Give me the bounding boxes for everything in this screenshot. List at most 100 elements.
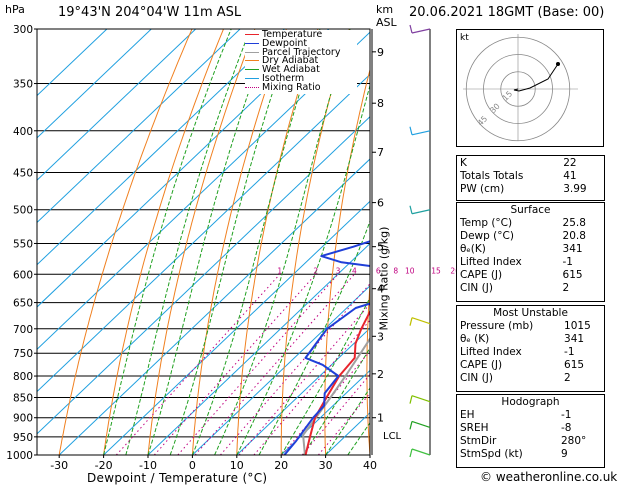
mixing-ratio-label: 6 xyxy=(376,266,381,275)
isotherm-line xyxy=(37,29,197,181)
pressure-tick-label: 300 xyxy=(13,24,33,36)
mixing-ratio-line xyxy=(153,273,317,455)
index-value: 615 xyxy=(562,269,583,281)
section-title: Hodograph xyxy=(501,396,560,408)
x-tick-label: 20 xyxy=(274,459,288,472)
dry-adiabat-line xyxy=(236,29,319,455)
x-tick-label: 30 xyxy=(319,459,333,472)
legend-swatch xyxy=(245,42,259,44)
wind-barb-flag xyxy=(409,317,413,326)
index-row: CAPE (J) 615 xyxy=(457,359,604,372)
legend-swatch xyxy=(245,34,259,35)
pressure-tick-label: 600 xyxy=(13,269,33,281)
km-tick-label: 5 xyxy=(377,241,384,254)
mixing-ratio-line xyxy=(281,350,370,455)
dry-adiabat-line xyxy=(408,29,444,455)
legend-item: Wet Adiabat xyxy=(245,65,320,74)
legend-label: Parcel Trajectory xyxy=(262,46,341,58)
index-value: -1 xyxy=(564,346,575,358)
km-tick-label: 9 xyxy=(377,46,384,59)
datetime-label: 20.06.2021 18GMT (Base: 00) xyxy=(409,5,605,20)
x-tick-label: 10 xyxy=(230,459,244,472)
index-value: 9 xyxy=(561,448,568,460)
index-label: Lifted Index xyxy=(460,346,522,358)
index-label: CAPE (J) xyxy=(460,359,503,371)
index-label: Lifted Index xyxy=(460,256,522,268)
index-value: 2 xyxy=(564,372,571,384)
mixing-ratio-line xyxy=(115,273,281,455)
isotherm-line xyxy=(147,242,370,455)
isotherm-line xyxy=(37,29,330,308)
wind-barb xyxy=(409,448,431,458)
wet-adiabat-line xyxy=(125,29,251,455)
mixing-ratio-axis-label: Mixing Ratio (g/kg) xyxy=(377,226,391,331)
isotherm-line xyxy=(37,73,370,393)
index-label: EH xyxy=(460,409,475,421)
index-value: 341 xyxy=(564,333,585,345)
pressure-tick-label: 650 xyxy=(13,298,33,310)
surface-box: Surface Temp (°C) 25.8 Dewp (°C) 20.8 θₑ(K) 34… xyxy=(456,202,605,302)
wind-barb xyxy=(409,395,431,404)
wind-barb xyxy=(409,317,431,326)
section-title: Most Unstable xyxy=(493,307,568,319)
section-title: Surface xyxy=(510,204,551,216)
mixing-ratio-line xyxy=(301,373,370,455)
wind-barb-flag xyxy=(409,448,413,458)
pressure-tick-label: 800 xyxy=(13,371,33,383)
isotherm-line xyxy=(280,369,370,455)
mixing-ratio-line xyxy=(318,392,370,455)
hodograph-end-point xyxy=(556,62,560,66)
index-value: 22 xyxy=(563,157,577,169)
hodograph-table-box: Hodograph EH -1 SREH -8 StmDir 280° StmSpd (kt)… xyxy=(456,394,605,468)
index-value: 3.99 xyxy=(563,183,587,195)
index-label: Totals Totals xyxy=(460,170,524,182)
legend-item: Parcel Trajectory xyxy=(245,46,341,58)
km-tick-label: 8 xyxy=(377,97,384,110)
legend-label: Dry Adiabat xyxy=(262,55,319,67)
index-row: SREH -8 xyxy=(457,422,604,435)
wind-barb-flag xyxy=(409,421,413,430)
mixing-ratio-label: 3 xyxy=(336,266,341,275)
isotherm-line xyxy=(236,327,370,455)
index-value: -8 xyxy=(561,422,572,434)
x-axis-label: Dewpoint / Temperature (°C) xyxy=(87,471,268,485)
legend: Temperature Dewpoint Parcel Trajectory Dry … xyxy=(245,30,357,94)
wind-barb-shaft xyxy=(411,317,431,325)
legend-item: Temperature xyxy=(245,30,322,39)
legend-swatch xyxy=(245,86,259,88)
wet-adiabat-line xyxy=(236,83,370,455)
wind-barb-shaft xyxy=(411,28,431,34)
km-tick-label: 6 xyxy=(377,197,384,210)
index-value: -1 xyxy=(561,409,572,421)
legend-item: Dewpoint xyxy=(245,39,307,48)
index-value: 615 xyxy=(564,359,585,371)
index-label: Temp (°C) xyxy=(460,217,513,229)
index-row: Lifted Index -1 xyxy=(457,346,604,359)
x-tick-label: -10 xyxy=(139,459,157,472)
legend-label: Temperature xyxy=(262,29,323,40)
dry-adiabat-line xyxy=(191,29,287,455)
wind-barb xyxy=(409,126,431,136)
wind-barb xyxy=(409,420,431,430)
wet-adiabat-line xyxy=(258,219,370,455)
index-row: CIN (J) 2 xyxy=(457,372,604,385)
legend-item: Dry Adiabat xyxy=(245,55,319,67)
legend-swatch xyxy=(245,78,259,79)
legend-item: Isotherm xyxy=(245,74,304,83)
hpa-label: hPa xyxy=(5,3,25,16)
plot-frame xyxy=(36,28,371,456)
index-label: K xyxy=(460,157,467,169)
mixing-ratio-line xyxy=(194,273,355,455)
series-dewpoint xyxy=(283,240,370,455)
km-tick-label: 2 xyxy=(377,368,384,381)
wind-barb-shaft xyxy=(411,209,431,215)
mixing-ratio-label: 20 xyxy=(450,266,460,275)
isotherm-line xyxy=(37,29,285,266)
wet-adiabat-line xyxy=(169,29,295,455)
x-tick-label: 40 xyxy=(363,459,377,472)
pressure-tick-label: 850 xyxy=(13,393,33,405)
wind-barb-shaft xyxy=(411,448,431,456)
lcl-label: LCL xyxy=(383,431,402,442)
pressure-tick-label: 500 xyxy=(13,205,33,217)
